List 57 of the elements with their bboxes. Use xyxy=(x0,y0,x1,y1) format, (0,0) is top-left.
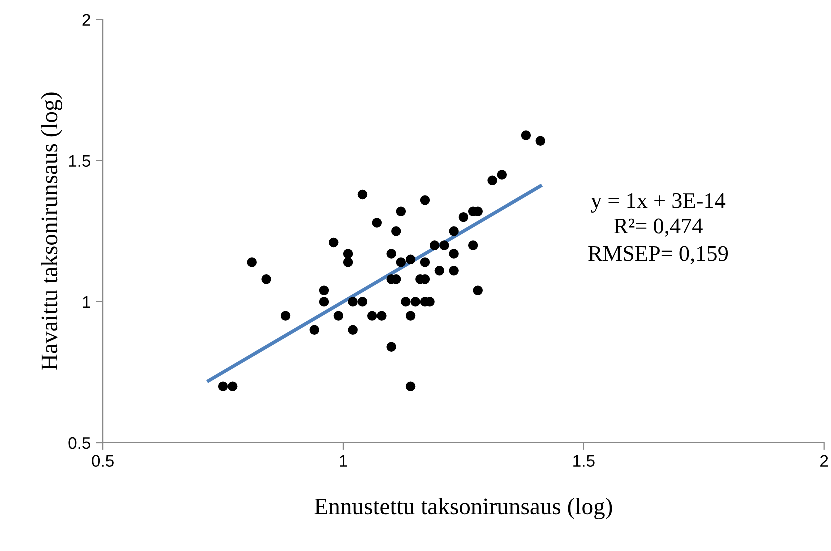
point xyxy=(392,226,402,236)
point xyxy=(367,311,378,321)
point xyxy=(497,170,508,180)
point xyxy=(348,325,358,336)
point xyxy=(319,286,330,296)
point xyxy=(358,297,368,307)
x-tick-label: 1.5 xyxy=(574,455,595,468)
point xyxy=(473,286,483,296)
x-tick-label: 0.5 xyxy=(92,455,114,468)
point xyxy=(420,196,430,206)
y-tick-label: 1.5 xyxy=(69,155,91,168)
point xyxy=(434,266,445,276)
x-tick-label: 1 xyxy=(340,455,348,467)
point xyxy=(343,249,354,259)
point xyxy=(449,249,459,259)
point xyxy=(430,240,440,250)
point xyxy=(334,311,344,321)
y-tick-label: 2 xyxy=(82,14,90,26)
point xyxy=(329,238,339,248)
annotation: RMSEP= 0,159 xyxy=(588,246,728,264)
point xyxy=(488,176,498,186)
point xyxy=(386,342,396,352)
y-tick-label: 0.5 xyxy=(68,437,91,450)
point xyxy=(343,258,354,268)
point xyxy=(358,190,368,200)
point xyxy=(449,226,459,236)
point xyxy=(406,254,416,264)
y-tick-label: 1 xyxy=(83,296,90,308)
point xyxy=(401,297,411,307)
point xyxy=(536,136,546,146)
point xyxy=(348,297,358,307)
point xyxy=(521,130,532,140)
annotation: y = 1x + 3E-14 xyxy=(591,193,726,213)
point xyxy=(218,382,228,392)
point xyxy=(319,297,330,307)
x-axis-title: Ennustettu taksonirunsaus (log) xyxy=(314,498,612,520)
point xyxy=(396,258,406,268)
point xyxy=(458,212,469,222)
point xyxy=(406,311,416,321)
point xyxy=(440,240,450,250)
point xyxy=(396,206,406,217)
point xyxy=(406,382,416,392)
point xyxy=(386,249,396,259)
point xyxy=(262,274,272,284)
point xyxy=(280,311,291,321)
point xyxy=(228,382,238,392)
point xyxy=(449,266,459,276)
point xyxy=(310,325,320,336)
annotation: R²= 0,474 xyxy=(614,218,703,237)
point xyxy=(410,297,420,307)
x-tick-label: 2 xyxy=(820,455,828,467)
y-axis-title: Havaittu taksonirunsaus (log) xyxy=(41,92,63,370)
point xyxy=(372,218,382,228)
point xyxy=(377,311,387,321)
point xyxy=(247,258,257,268)
point xyxy=(468,240,478,250)
point xyxy=(420,258,430,268)
